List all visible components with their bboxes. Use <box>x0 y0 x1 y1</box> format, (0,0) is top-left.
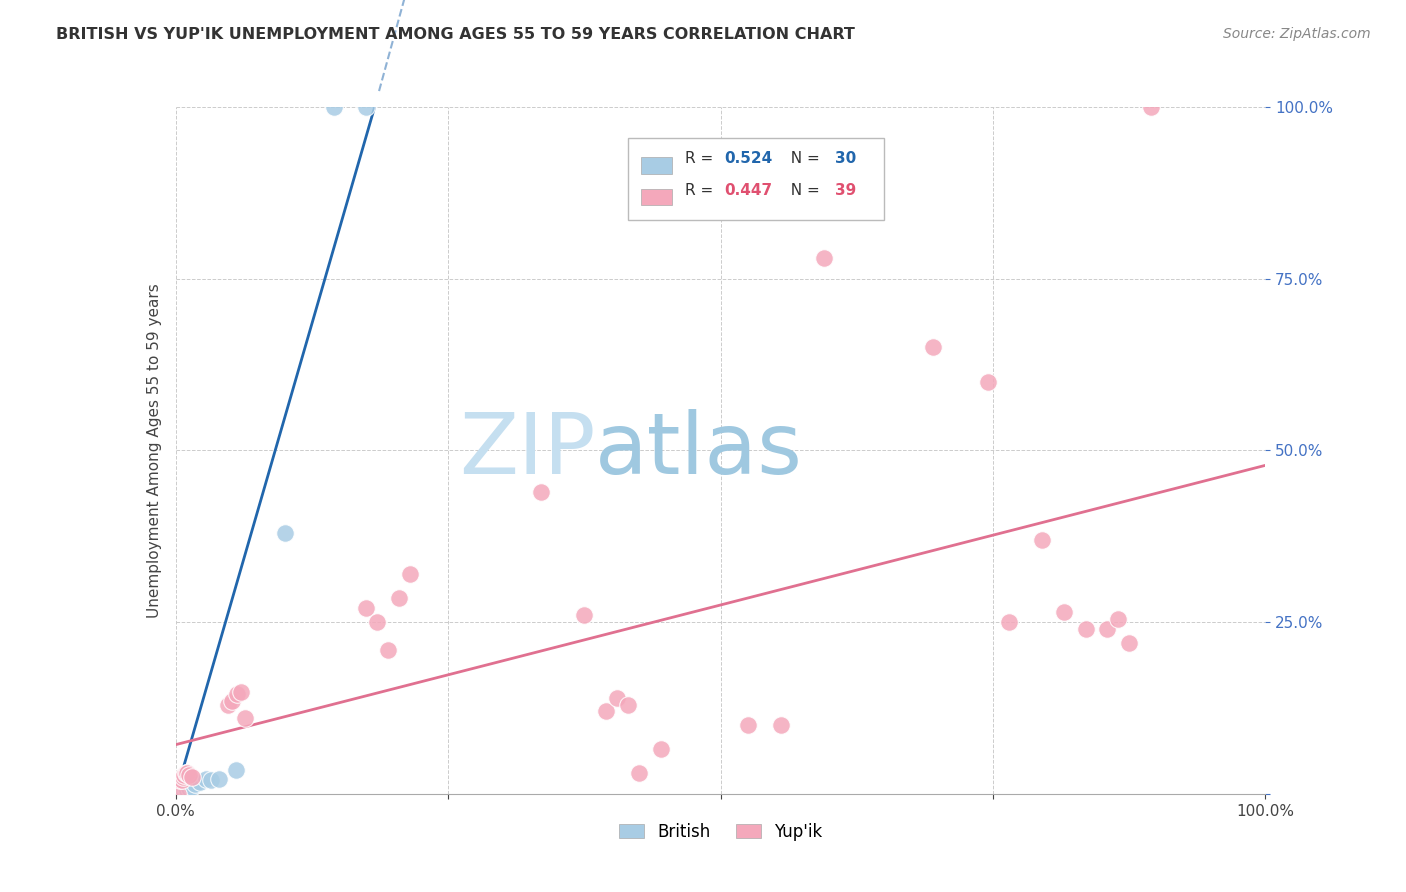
Point <box>574 608 596 623</box>
Point <box>225 687 247 701</box>
Point <box>169 785 191 799</box>
Point <box>174 766 197 780</box>
Point <box>976 375 998 389</box>
Y-axis label: Unemployment Among Ages 55 to 59 years: Unemployment Among Ages 55 to 59 years <box>146 283 162 618</box>
Text: 39: 39 <box>835 183 856 198</box>
Point <box>377 642 399 657</box>
Text: N =: N = <box>780 183 824 198</box>
Point <box>176 766 198 780</box>
Point <box>200 773 222 788</box>
Text: R =: R = <box>685 151 717 166</box>
Point <box>1031 533 1053 547</box>
Point <box>172 770 194 784</box>
Text: ZIP: ZIP <box>458 409 595 492</box>
Point <box>627 766 650 780</box>
Point <box>188 774 211 789</box>
Point <box>167 785 190 799</box>
Point <box>169 773 191 788</box>
Point <box>170 785 193 799</box>
Text: 30: 30 <box>835 151 856 166</box>
Point <box>195 772 218 786</box>
Point <box>322 100 344 114</box>
Point <box>225 763 247 777</box>
Point <box>813 251 835 265</box>
Point <box>181 780 204 794</box>
Point <box>998 615 1021 630</box>
Point <box>167 785 190 799</box>
Point <box>221 694 243 708</box>
Point <box>177 767 200 781</box>
Point <box>737 718 759 732</box>
FancyBboxPatch shape <box>641 189 672 205</box>
Point <box>1053 605 1076 619</box>
FancyBboxPatch shape <box>628 138 884 220</box>
Text: 0.524: 0.524 <box>724 151 772 166</box>
Point <box>167 786 190 800</box>
Point <box>172 784 194 798</box>
Point <box>1140 100 1163 114</box>
Point <box>595 705 617 719</box>
Point <box>172 783 194 797</box>
Point <box>208 772 231 786</box>
Text: atlas: atlas <box>595 409 803 492</box>
Point <box>170 785 193 799</box>
Text: N =: N = <box>780 151 824 166</box>
Text: Source: ZipAtlas.com: Source: ZipAtlas.com <box>1223 27 1371 41</box>
Point <box>172 773 194 788</box>
Point <box>172 785 194 799</box>
Text: BRITISH VS YUP'IK UNEMPLOYMENT AMONG AGES 55 TO 59 YEARS CORRELATION CHART: BRITISH VS YUP'IK UNEMPLOYMENT AMONG AGE… <box>56 27 855 42</box>
Point <box>1074 622 1097 636</box>
Point <box>274 525 297 540</box>
Point <box>1097 622 1119 636</box>
Point <box>184 777 207 791</box>
Point <box>176 782 198 797</box>
Point <box>356 100 378 114</box>
Point <box>366 615 388 630</box>
Point <box>166 785 188 799</box>
Point <box>650 742 672 756</box>
Point <box>167 785 190 799</box>
Point <box>922 340 945 354</box>
Point <box>399 567 422 582</box>
Point <box>235 711 257 725</box>
Point <box>1118 636 1140 650</box>
Point <box>167 786 190 800</box>
Point <box>217 698 239 712</box>
Point <box>231 685 253 699</box>
Legend: British, Yup'ik: British, Yup'ik <box>613 816 828 847</box>
Point <box>174 783 197 797</box>
Point <box>177 781 200 796</box>
Point <box>181 770 204 784</box>
Text: 0.447: 0.447 <box>724 183 772 198</box>
Point <box>388 591 411 606</box>
Point <box>1107 612 1129 626</box>
Point <box>530 484 553 499</box>
Point <box>769 718 792 732</box>
Point <box>173 767 195 781</box>
Point <box>356 601 378 615</box>
FancyBboxPatch shape <box>641 157 672 174</box>
Text: R =: R = <box>685 183 717 198</box>
Point <box>606 690 628 705</box>
Point <box>169 784 191 798</box>
Point <box>167 787 190 801</box>
Point <box>166 786 188 800</box>
Point <box>172 785 194 799</box>
Point <box>169 785 191 799</box>
Point <box>173 784 195 798</box>
Point <box>617 698 640 712</box>
